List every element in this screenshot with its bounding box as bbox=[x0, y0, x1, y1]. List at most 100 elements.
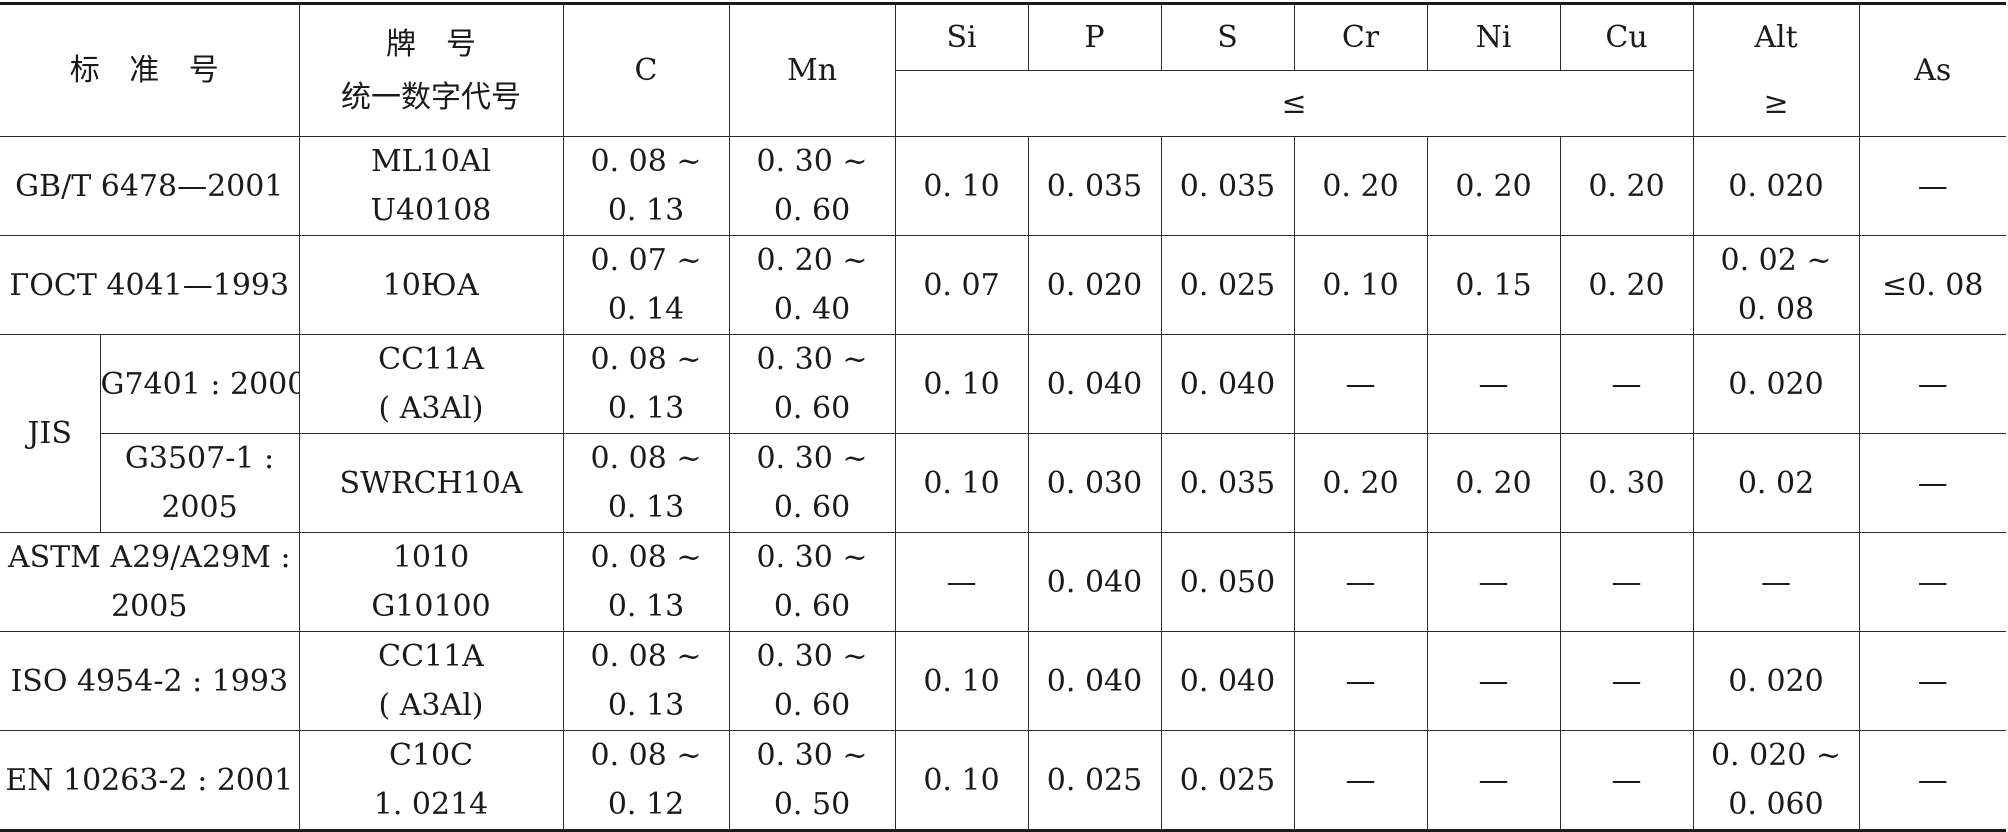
cell-si: 0. 10 bbox=[894, 136, 1029, 236]
cell-c-line2: 0. 13 bbox=[607, 391, 685, 426]
cell-c-line1: 0. 08 ~ bbox=[590, 540, 702, 575]
cell-s: 0. 050 bbox=[1160, 532, 1295, 632]
cell-alt: 0. 020 bbox=[1692, 136, 1860, 236]
cell-alt-line1: 0. 020 ~ bbox=[1710, 738, 1842, 773]
cell-si: — bbox=[894, 532, 1029, 632]
cell-si: 0. 10 bbox=[894, 433, 1029, 533]
cell-as: ≤0. 08 bbox=[1858, 235, 2007, 335]
cell-mn-line2: 0. 50 bbox=[773, 787, 851, 822]
cell-alt: — bbox=[1692, 532, 1860, 632]
cell-alt: 0. 020 bbox=[1692, 334, 1860, 434]
header-ni: Ni bbox=[1426, 2, 1561, 71]
cell-p: 0. 040 bbox=[1027, 532, 1162, 632]
cell-c-line1: 0. 08 ~ bbox=[590, 738, 702, 773]
cell-s: 0. 040 bbox=[1160, 334, 1295, 434]
cell-c-line1: 0. 08 ~ bbox=[590, 441, 702, 476]
cell-grade: C10C 1. 0214 bbox=[298, 730, 564, 832]
cell-mn-line2: 0. 40 bbox=[773, 292, 851, 327]
cell-standard: EN 10263-2 : 2001 bbox=[0, 730, 300, 832]
cell-p: 0. 020 bbox=[1027, 235, 1162, 335]
cell-si: 0. 10 bbox=[894, 631, 1029, 731]
header-cr: Cr bbox=[1293, 2, 1428, 71]
cell-standard-line2: 2005 bbox=[161, 490, 238, 525]
cell-c-line1: 0. 08 ~ bbox=[590, 144, 702, 179]
cell-mn-line1: 0. 30 ~ bbox=[756, 738, 868, 773]
cell-alt-line2: 0. 060 bbox=[1728, 787, 1824, 822]
cell-grade-line1: 1010 bbox=[392, 540, 470, 575]
cell-s: 0. 025 bbox=[1160, 730, 1295, 832]
cell-standard: ISO 4954-2 : 1993 bbox=[0, 631, 300, 731]
cell-c-line2: 0. 13 bbox=[607, 193, 685, 228]
cell-c-line2: 0. 12 bbox=[607, 787, 685, 822]
cell-standard: ASTM A29/A29M : 2005 bbox=[0, 532, 300, 632]
cell-cu: — bbox=[1559, 334, 1694, 434]
header-cu: Cu bbox=[1559, 2, 1694, 71]
cell-c: 0. 08 ~ 0. 13 bbox=[562, 532, 730, 632]
cell-cu: — bbox=[1559, 730, 1694, 832]
cell-mn-line2: 0. 60 bbox=[773, 589, 851, 624]
header-ge-symbol: ≥ bbox=[1692, 70, 1860, 137]
cell-grade-line1: C10C bbox=[388, 738, 474, 773]
cell-mn-line2: 0. 60 bbox=[773, 688, 851, 723]
cell-c: 0. 08 ~ 0. 13 bbox=[562, 334, 730, 434]
cell-c: 0. 08 ~ 0. 13 bbox=[562, 136, 730, 236]
cell-p: 0. 040 bbox=[1027, 334, 1162, 434]
cell-mn-line1: 0. 30 ~ bbox=[756, 540, 868, 575]
cell-c: 0. 08 ~ 0. 12 bbox=[562, 730, 730, 832]
cell-grade: CC11A ( A3Al) bbox=[298, 334, 564, 434]
cell-standard-line2: 2005 bbox=[111, 589, 188, 624]
header-grade: 牌 号 统一数字代号 bbox=[298, 2, 564, 137]
cell-ni: 0. 20 bbox=[1426, 136, 1561, 236]
cell-mn: 0. 30 ~ 0. 50 bbox=[728, 730, 896, 832]
cell-c-line2: 0. 13 bbox=[607, 688, 685, 723]
cell-p: 0. 035 bbox=[1027, 136, 1162, 236]
header-si: Si bbox=[894, 2, 1029, 71]
cell-ni: 0. 20 bbox=[1426, 433, 1561, 533]
cell-alt-line2: 0. 08 bbox=[1737, 292, 1815, 327]
header-row-2: ≤ ≥ bbox=[0, 70, 2006, 137]
cell-as: — bbox=[1858, 433, 2007, 533]
cell-c-line2: 0. 13 bbox=[607, 589, 685, 624]
cell-grade: SWRCH10A bbox=[298, 433, 564, 533]
cell-mn-line1: 0. 30 ~ bbox=[756, 441, 868, 476]
cell-alt: 0. 020 ~ 0. 060 bbox=[1692, 730, 1860, 832]
cell-s: 0. 035 bbox=[1160, 433, 1295, 533]
cell-c-line2: 0. 14 bbox=[607, 292, 685, 327]
cell-cr: — bbox=[1293, 532, 1428, 632]
cell-mn-line2: 0. 60 bbox=[773, 490, 851, 525]
cell-grade-line2: ( A3Al) bbox=[378, 391, 484, 426]
header-le-symbol: ≤ bbox=[895, 70, 1694, 137]
cell-mn: 0. 30 ~ 0. 60 bbox=[728, 136, 896, 236]
cell-si: 0. 07 bbox=[894, 235, 1029, 335]
cell-standard: GB/T 6478—2001 bbox=[0, 136, 300, 236]
table-row: ГОСТ 4041—1993 10ЮА 0. 07 ~ 0. 14 0. 20 … bbox=[0, 235, 2007, 335]
cell-mn-line1: 0. 30 ~ bbox=[756, 144, 868, 179]
cell-c-line1: 0. 08 ~ bbox=[590, 639, 702, 674]
cell-grade-line1: CC11A bbox=[378, 639, 484, 674]
table-row: JIS G7401 : 2000 CC11A ( A3Al) 0. 08 ~ 0… bbox=[0, 334, 2007, 533]
cell-cu: 0. 30 bbox=[1559, 433, 1694, 533]
cell-grade-line2: U40108 bbox=[370, 193, 492, 228]
cell-p: 0. 025 bbox=[1027, 730, 1162, 832]
cell-grade-line2: G10100 bbox=[371, 589, 491, 624]
cell-si: 0. 10 bbox=[894, 730, 1029, 832]
cell-ni: — bbox=[1426, 631, 1561, 731]
table-row: EN 10263-2 : 2001 C10C 1. 0214 0. 08 ~ 0… bbox=[0, 730, 2007, 832]
table-row: GB/T 6478—2001 ML10Al U40108 0. 08 ~ 0. … bbox=[0, 136, 2007, 236]
header-p: P bbox=[1027, 2, 1162, 71]
table-row: G3507-1 : 2005 SWRCH10A 0. 08 ~ 0. 13 0.… bbox=[0, 433, 2007, 533]
cell-mn: 0. 20 ~ 0. 40 bbox=[728, 235, 896, 335]
cell-grade: CC11A ( A3Al) bbox=[298, 631, 564, 731]
cell-grade: 1010 G10100 bbox=[298, 532, 564, 632]
cell-cr: — bbox=[1293, 631, 1428, 731]
cell-s: 0. 040 bbox=[1160, 631, 1295, 731]
header-s: S bbox=[1160, 2, 1295, 71]
cell-standard-line1: G3507-1 : bbox=[124, 441, 275, 476]
cell-cu: — bbox=[1559, 532, 1694, 632]
cell-alt: 0. 020 bbox=[1692, 631, 1860, 731]
header-grade-line2: 统一数字代号 bbox=[341, 79, 522, 115]
header-grade-line1: 牌 号 bbox=[386, 26, 477, 62]
cell-c: 0. 07 ~ 0. 14 bbox=[562, 235, 730, 335]
cell-cr: 0. 20 bbox=[1293, 136, 1428, 236]
